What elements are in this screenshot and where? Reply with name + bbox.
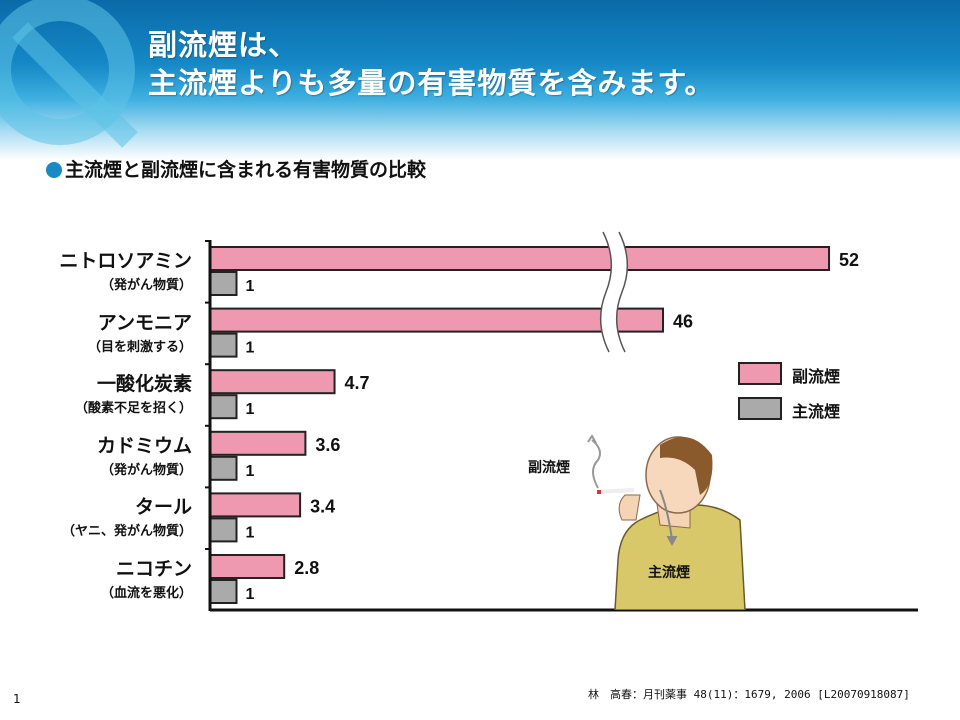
bar-side-smoke [209, 307, 665, 333]
bar-main-smoke [209, 455, 238, 481]
main-smoke-label: 主流煙 [648, 565, 690, 581]
data-label: 1 [246, 463, 255, 480]
data-label: 1 [246, 278, 255, 295]
data-label: 3.4 [310, 496, 335, 516]
legend-swatch-side [738, 362, 782, 385]
category-label: カドミウム [96, 434, 192, 457]
data-label: 4.7 [345, 373, 370, 393]
category-label: タール [134, 496, 192, 519]
page-title-line1: 副流煙は、 [148, 28, 299, 62]
bullet-icon [46, 162, 62, 178]
category-note: （ヤニ、発がん物質） [61, 524, 192, 540]
axis-break-mark [616, 231, 628, 353]
bar-main-smoke [209, 271, 238, 296]
legend-label-side: 副流煙 [792, 367, 841, 386]
chart-subtitle: 主流煙と副流煙に含まれる有害物質の比較 [46, 155, 426, 182]
bar-side-smoke [209, 369, 336, 395]
data-label: 1 [246, 586, 255, 603]
data-label: 1 [246, 524, 255, 541]
data-label: 1 [246, 340, 255, 357]
category-note: （発がん物質） [100, 462, 192, 478]
axis-break-fill [600, 232, 628, 352]
category-label: 一酸化炭素 [96, 373, 192, 396]
axis-break-mark [600, 231, 612, 353]
data-label: 3.6 [315, 435, 340, 455]
q-logo-icon [0, 0, 138, 148]
bar-main-smoke [209, 332, 238, 358]
bar-side-smoke [209, 554, 286, 579]
page-number: 1 [13, 692, 21, 706]
category-label: アンモニア [97, 311, 192, 334]
data-label: 46 [673, 312, 693, 332]
side-smoke-label: 副流煙 [528, 460, 570, 476]
bar-side-smoke [209, 246, 831, 271]
category-note: （血流を悪化） [100, 586, 192, 601]
category-note: （目を刺激する） [87, 339, 192, 355]
category-label: ニコチン [115, 558, 192, 580]
citation: 林 高春：月刊薬事 48(11)：1679, 2006 [L2007091808… [588, 688, 910, 701]
legend-label-main: 主流煙 [792, 402, 841, 421]
smoker-illustration [587, 434, 746, 610]
bar-main-smoke [209, 579, 238, 604]
data-label: 52 [839, 250, 859, 270]
bar-side-smoke [209, 430, 307, 456]
category-note: （酸素不足を招く） [74, 401, 192, 417]
subtitle-text: 主流煙と副流煙に含まれる有害物質の比較 [65, 159, 427, 181]
category-note: （発がん物質） [100, 278, 192, 293]
data-label: 1 [246, 401, 255, 418]
page-title-line2: 主流煙よりも多量の有害物質を含みます。 [148, 66, 715, 100]
data-label: 2.8 [294, 558, 319, 578]
bar-main-smoke [209, 517, 238, 543]
bar-side-smoke [209, 492, 302, 518]
bar-main-smoke [209, 394, 238, 420]
category-label: ニトロソアミン [59, 250, 192, 272]
header-band [0, 0, 960, 160]
legend-swatch-main [738, 397, 782, 420]
